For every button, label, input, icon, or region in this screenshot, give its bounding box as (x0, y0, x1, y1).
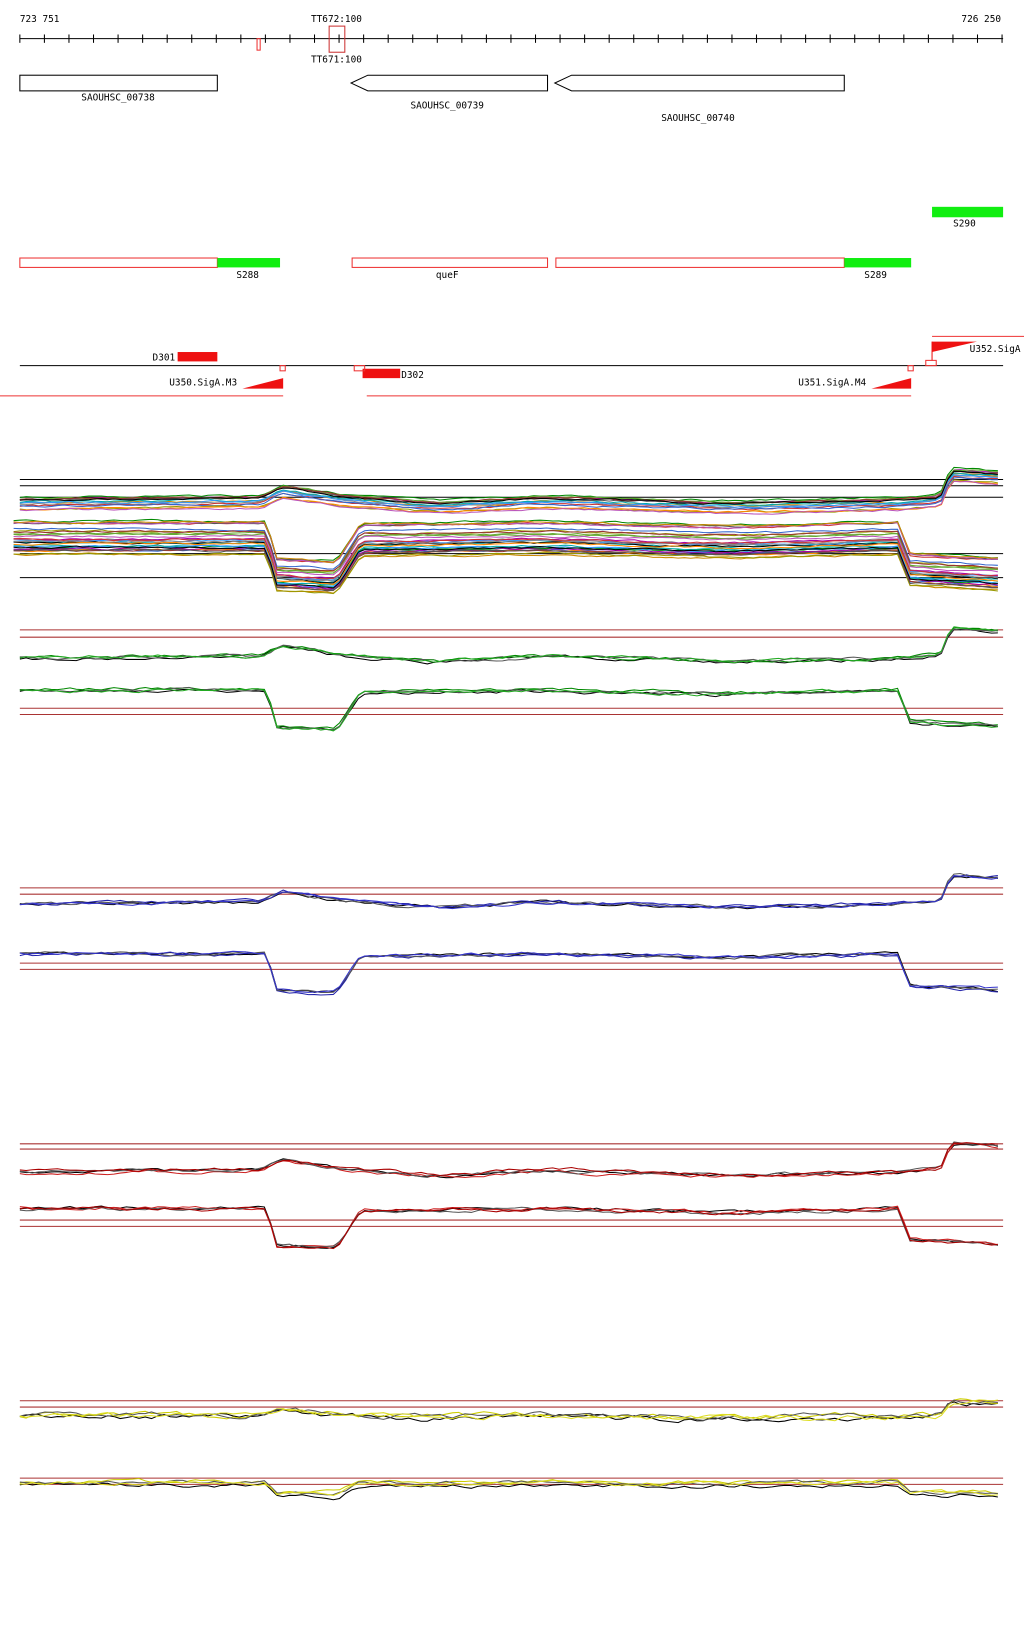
terminator-mark (256, 38, 261, 51)
trace (13, 537, 998, 580)
trace (13, 529, 998, 572)
trace (13, 551, 998, 595)
segment-label: S290 (953, 219, 976, 230)
trace (13, 539, 998, 582)
trace (19, 1206, 998, 1248)
trace (19, 480, 998, 515)
trace (13, 532, 998, 574)
feature-mark (279, 365, 286, 372)
trace (19, 688, 998, 732)
ruler-start: 723 751 (20, 14, 60, 25)
feature-mark (907, 365, 914, 372)
feature (362, 368, 401, 379)
segment (932, 206, 1004, 218)
segment-label: S289 (864, 270, 887, 281)
trace (19, 629, 998, 665)
trace (19, 1142, 998, 1177)
expression-traces (13, 466, 1004, 1501)
promoter-flag (871, 378, 912, 389)
gene-label: SAOUHSC_00738 (81, 92, 155, 103)
terminator-box (328, 25, 346, 53)
feature-label: U350.SigA.M3 (169, 377, 237, 388)
feature-mark (353, 365, 366, 372)
trace (13, 546, 998, 590)
feature-label: D302 (401, 370, 424, 381)
segment (844, 258, 912, 268)
trace (19, 1399, 998, 1422)
gene-arrow (553, 74, 845, 92)
ruler-ticks (19, 34, 1003, 43)
segment-label: queF (436, 270, 459, 281)
trace (13, 541, 998, 585)
gene-label: SAOUHSC_00740 (661, 113, 735, 124)
trace (13, 552, 998, 594)
trace (19, 628, 998, 664)
ruler-end: 726 250 (961, 14, 1001, 25)
trace (13, 527, 998, 570)
feature-label: D301 (153, 352, 176, 363)
trace (13, 545, 998, 589)
trace (13, 520, 998, 564)
trace (19, 626, 998, 664)
trace (13, 548, 998, 592)
feature (177, 352, 218, 362)
gene-label: SAOUHSC_00739 (410, 101, 484, 112)
trace (19, 950, 998, 993)
segment-label: S288 (236, 270, 259, 281)
segment (351, 257, 549, 268)
trace (19, 470, 998, 505)
promoter-flag (242, 378, 284, 389)
trace (13, 544, 998, 586)
trace (19, 1479, 998, 1496)
trace (19, 875, 998, 910)
trace (19, 1482, 998, 1501)
gene (19, 74, 218, 92)
terminator-label: TT672:100 (311, 14, 362, 25)
trace (19, 951, 998, 993)
trace (19, 476, 998, 511)
trace (19, 1206, 998, 1250)
trace (19, 474, 998, 508)
trace (13, 531, 998, 574)
gene-arrow (349, 74, 549, 92)
terminator-label: TT671:100 (311, 55, 362, 66)
feature-label: U351.SigA.M4 (798, 377, 866, 388)
trace (13, 534, 998, 576)
feature-mark (925, 359, 937, 367)
segment (217, 258, 281, 268)
feature-label: U352.SigA (970, 344, 1021, 355)
